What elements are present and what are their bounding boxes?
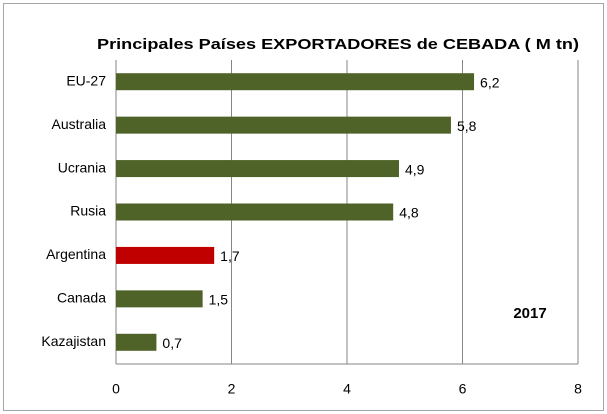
chart-title: Principales Países EXPORTADORES de CEBAD…	[97, 36, 579, 53]
bar	[116, 203, 394, 221]
y-tick-label: Argentina	[46, 246, 106, 262]
y-tick-label: Canada	[57, 290, 106, 306]
data-label: 1,5	[209, 292, 229, 308]
x-tick-label: 2	[228, 381, 236, 397]
bar	[116, 116, 451, 134]
x-tick-label: 0	[112, 381, 120, 397]
bar	[116, 160, 399, 178]
data-label: 4,9	[405, 161, 425, 177]
x-tick-label: 4	[343, 381, 351, 397]
y-tick-label: Kazajistan	[41, 333, 106, 349]
y-tick-label: EU-27	[66, 72, 106, 88]
bar	[116, 333, 157, 351]
bar	[116, 246, 215, 264]
y-tick-label: Ucrania	[58, 159, 106, 175]
x-tick-label: 6	[459, 381, 467, 397]
bar	[116, 73, 475, 91]
data-label: 0,7	[162, 335, 182, 351]
data-label: 1,7	[220, 248, 240, 264]
x-tick-label: 8	[574, 381, 582, 397]
data-label: 4,8	[399, 205, 419, 221]
data-label: 6,2	[480, 74, 500, 90]
bar	[116, 290, 203, 308]
annotation: 2017	[513, 305, 546, 322]
y-tick-label: Australia	[52, 116, 107, 132]
y-tick-label: Rusia	[70, 203, 106, 219]
data-label: 5,8	[457, 118, 477, 134]
